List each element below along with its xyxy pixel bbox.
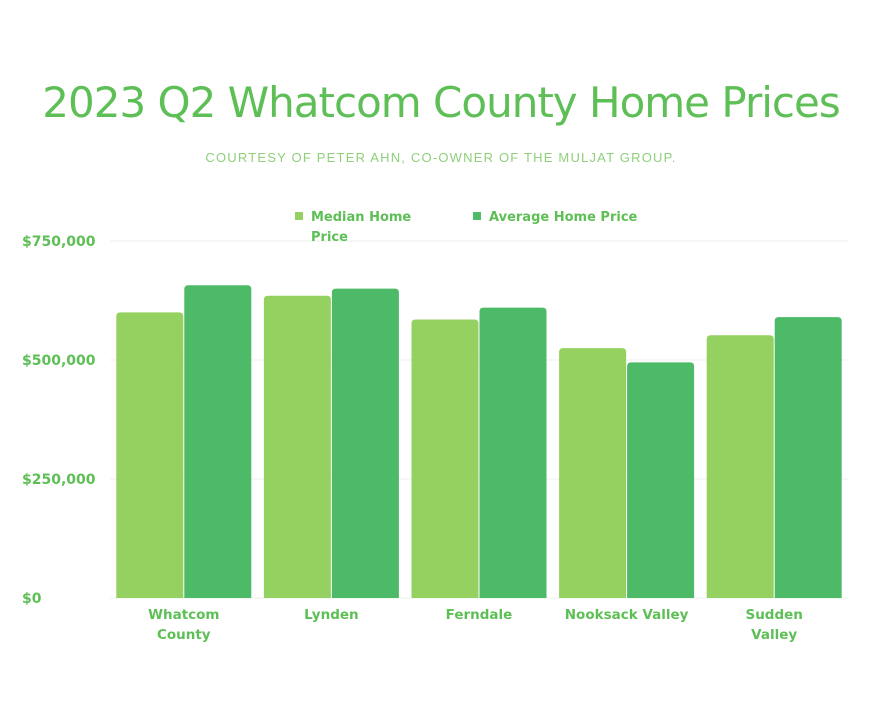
category-label: Ferndale xyxy=(446,607,513,623)
y-tick-label: $500,000 xyxy=(22,353,96,369)
legend-swatch xyxy=(473,212,481,220)
legend-label: Average Home Price xyxy=(489,210,638,225)
legend: Median Home Price Average Home Price xyxy=(295,210,638,245)
category-label: Valley xyxy=(751,627,797,643)
bar-average-4 xyxy=(774,317,842,598)
bar-median-4 xyxy=(706,335,774,598)
y-axis-ticks: $0 $250,000 $500,000 $750,000 xyxy=(22,234,96,607)
chart-title: 2023 Q2 Whatcom County Home Prices xyxy=(42,78,840,127)
bar-median-2 xyxy=(411,319,479,598)
bar-average-1 xyxy=(331,288,399,598)
category-label: Nooksack Valley xyxy=(565,607,689,623)
bar-average-0 xyxy=(184,285,252,598)
x-axis-categories: Whatcom County Lynden Ferndale Nooksack Vall… xyxy=(148,607,803,643)
legend-label: Price xyxy=(311,230,348,245)
y-tick-label: $250,000 xyxy=(22,472,96,488)
category-label: Whatcom xyxy=(148,607,219,623)
category-label: Lynden xyxy=(304,607,359,623)
category-label: Sudden xyxy=(745,607,802,623)
bars xyxy=(116,285,842,598)
y-tick-label: $0 xyxy=(22,591,42,607)
chart-subtitle: COURTESY OF PETER AHN, CO-OWNER OF THE M… xyxy=(205,150,677,165)
bar-average-2 xyxy=(479,307,547,598)
legend-label: Median Home xyxy=(311,210,411,225)
bar-median-1 xyxy=(263,295,331,598)
legend-swatch xyxy=(295,212,303,220)
y-tick-label: $750,000 xyxy=(22,234,96,250)
bar-average-3 xyxy=(627,362,695,598)
bar-median-0 xyxy=(116,312,184,598)
category-label: County xyxy=(157,627,211,643)
bar-median-3 xyxy=(559,348,627,598)
